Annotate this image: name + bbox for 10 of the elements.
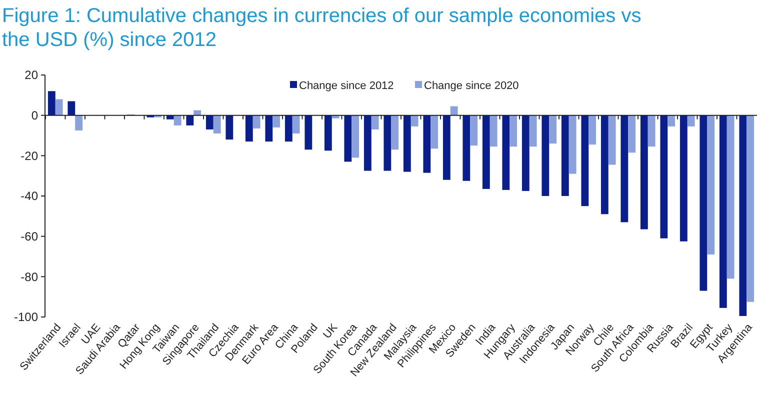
- y-tick-label: 0: [31, 108, 38, 123]
- y-tick-label: -40: [20, 189, 38, 204]
- y-tick-label: -20: [20, 148, 38, 163]
- y-tick-label: 20: [24, 68, 38, 82]
- chart-title: Figure 1: Cumulative changes in currencies of our sample economies vs the USD (%) since 2012: [2, 5, 642, 51]
- y-tick-label: -80: [20, 270, 38, 284]
- legend-label: Change since 2020: [424, 80, 519, 92]
- y-tick-label: -60: [20, 230, 38, 244]
- legend-label: Change since 2012: [299, 80, 394, 92]
- y-tick-label: -100: [14, 310, 38, 324]
